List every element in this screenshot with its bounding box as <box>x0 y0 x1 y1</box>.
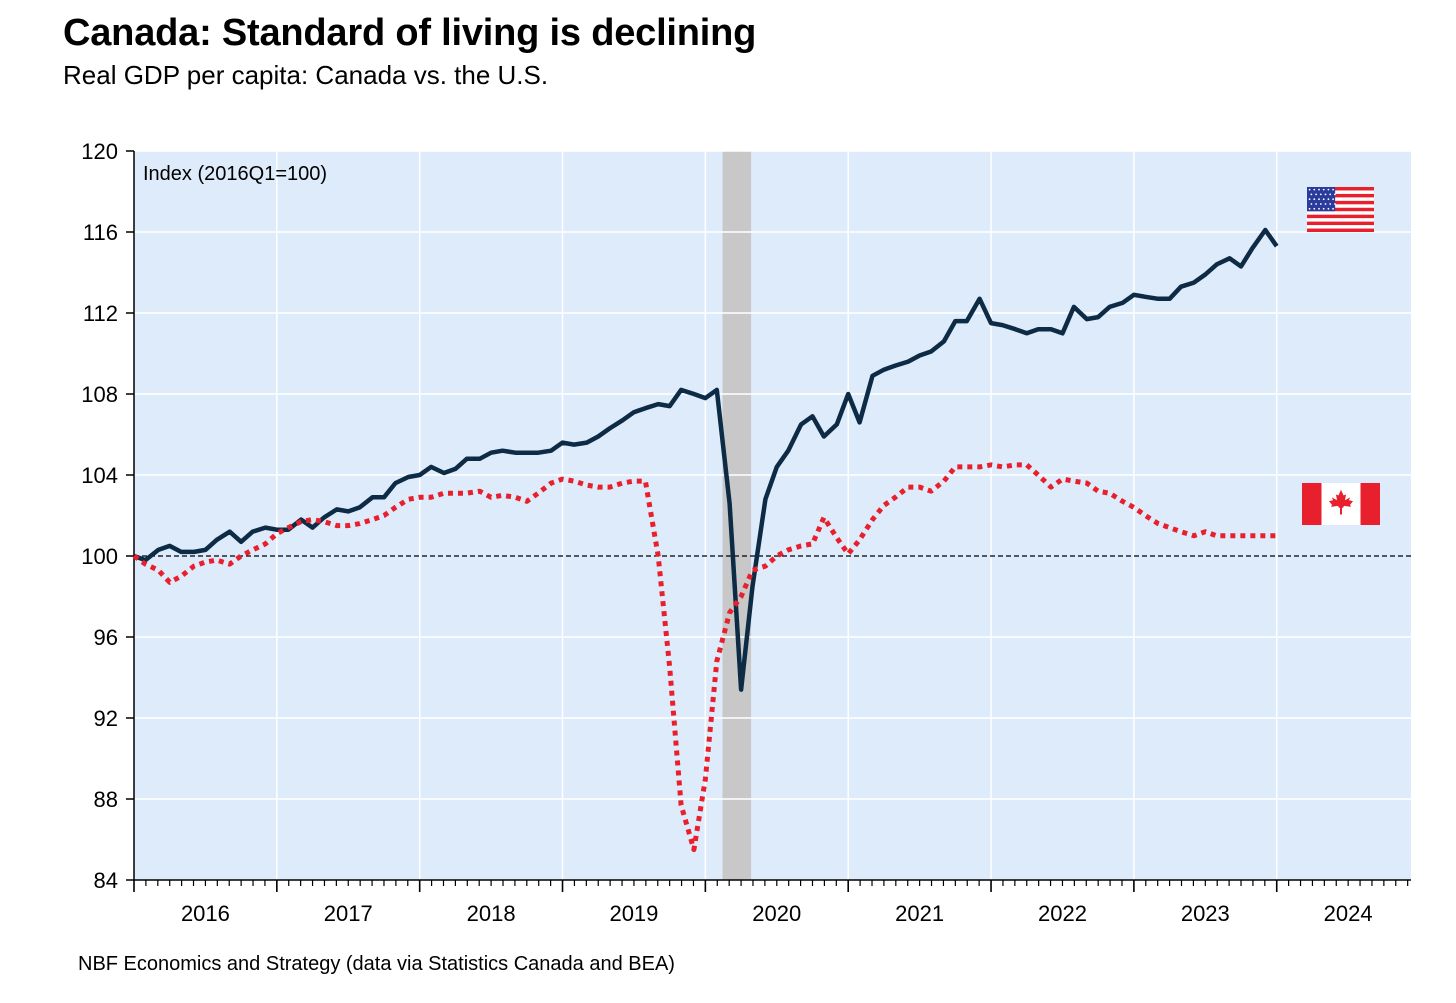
flag-star <box>1318 207 1320 210</box>
chart-subtitle: Real GDP per capita: Canada vs. the U.S. <box>63 60 549 90</box>
y-tick-label: 116 <box>83 220 118 245</box>
canada-flag-icon <box>1302 483 1380 525</box>
x-tick-label: 2024 <box>1324 901 1373 926</box>
united-states-flag-series-line <box>133 227 1279 692</box>
y-tick-label: 112 <box>83 301 118 326</box>
y-tick-label: 92 <box>94 706 118 731</box>
canada-flag-series-line <box>132 462 1277 853</box>
flag-star <box>1327 198 1330 201</box>
flag-star <box>1313 207 1316 210</box>
flag-star <box>1315 193 1317 196</box>
flag-star <box>1310 193 1313 196</box>
plot-background <box>134 151 1411 880</box>
flag-stripe <box>1307 214 1374 219</box>
flag-star <box>1310 203 1313 205</box>
united-states-flag-icon <box>1307 187 1374 232</box>
flag-star <box>1318 198 1320 201</box>
flag-band-left <box>1302 483 1322 525</box>
series-layer <box>132 227 1279 853</box>
flag-star <box>1313 198 1316 201</box>
flag-star <box>1329 203 1332 205</box>
y-tick-label: 100 <box>81 544 118 569</box>
flag-star <box>1313 188 1316 191</box>
flag-star <box>1308 207 1311 210</box>
flag-band-right <box>1360 483 1380 525</box>
x-tick-label: 2021 <box>895 901 944 926</box>
flag-star <box>1324 203 1327 205</box>
x-tick-label: 2020 <box>752 901 801 926</box>
flag-stripe <box>1307 187 1374 191</box>
y-tick-label: 120 <box>81 139 118 164</box>
flag-star <box>1332 198 1334 201</box>
horizontal-gridlines <box>134 150 1411 800</box>
flag-star <box>1319 193 1322 196</box>
flag-star <box>1324 193 1327 196</box>
y-tick-label: 84 <box>94 868 118 893</box>
flag-star <box>1322 198 1325 201</box>
y-tick-label: 104 <box>81 463 118 488</box>
recession-band <box>722 151 752 880</box>
x-tick-label: 2017 <box>324 901 373 926</box>
y-tick-label: 88 <box>94 787 118 812</box>
flag-stripe <box>1307 207 1374 212</box>
y-tick-label: 96 <box>94 625 118 650</box>
flag-star <box>1327 188 1330 191</box>
chart-title: Canada: Standard of living is declining <box>63 12 757 54</box>
flag-canton <box>1307 187 1336 212</box>
x-tick-label: 2018 <box>467 901 516 926</box>
flag-star <box>1322 188 1325 191</box>
maple-leaf-icon <box>1329 489 1353 515</box>
flag-stripe <box>1307 221 1374 226</box>
flag-star <box>1318 188 1320 191</box>
x-tick-label: 2023 <box>1181 901 1230 926</box>
x-tick-label: 2016 <box>181 901 230 926</box>
flag-star <box>1332 207 1334 210</box>
y-axis: 84 88 92 96 100 104 108 112 116 120 <box>81 139 135 893</box>
flag-star <box>1308 198 1311 201</box>
flag-star <box>1334 193 1336 196</box>
flag-stripe <box>1307 193 1374 198</box>
flag-star <box>1327 207 1330 210</box>
flag-star <box>1319 203 1322 205</box>
flag-star <box>1329 193 1332 196</box>
flag-star <box>1315 203 1317 205</box>
flag-star <box>1332 188 1334 191</box>
x-axis: 2016 2017 2018 2019 2020 2021 2022 2023 2024 <box>133 879 1411 926</box>
x-tick-label: 2022 <box>1038 901 1087 926</box>
flag-stripe <box>1307 228 1374 232</box>
flag-star <box>1308 188 1311 191</box>
source-note: NBF Economics and Strategy (data via Sta… <box>78 953 675 975</box>
x-tick-label: 2019 <box>609 901 658 926</box>
y-tick-label: 108 <box>81 382 118 407</box>
flag-star <box>1334 203 1336 205</box>
flag-stripe <box>1307 200 1374 205</box>
index-annotation: Index (2016Q1=100) <box>143 163 327 185</box>
flag-star <box>1322 207 1325 210</box>
